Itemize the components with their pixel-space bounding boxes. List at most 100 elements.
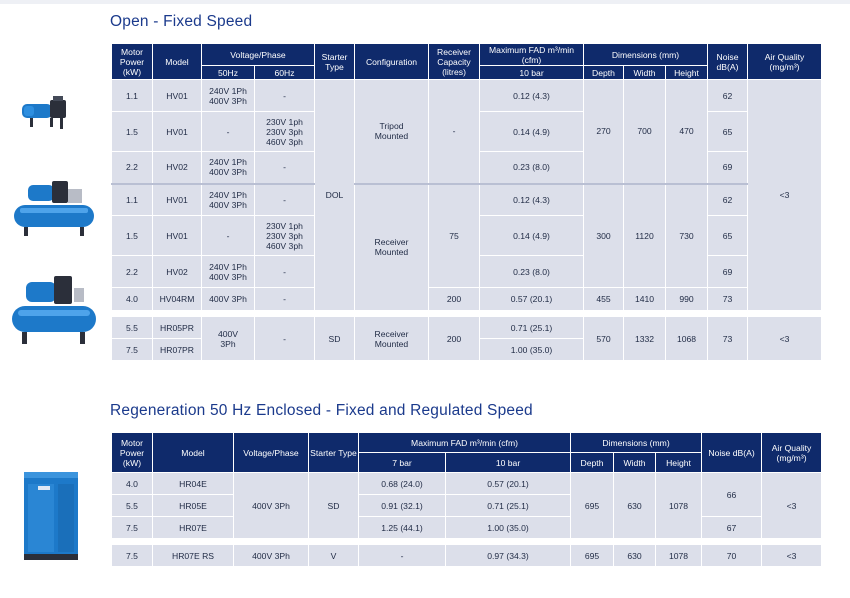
cell-configuration: Receiver Mounted <box>354 182 429 311</box>
cell-receiver-capacity: - <box>428 79 480 184</box>
cell-motor-power: 5.5 <box>111 316 153 339</box>
cell-fad-7bar: 0.91 (32.1) <box>358 494 446 517</box>
cell-fad-7bar: 0.68 (24.0) <box>358 472 446 495</box>
cell-motor-power: 7.5 <box>111 338 153 361</box>
cell-motor-power: 1.5 <box>111 111 153 152</box>
cell-noise: 62 <box>707 79 749 112</box>
cell-motor-power: 5.5 <box>111 494 153 517</box>
cell-noise: 65 <box>707 215 749 256</box>
cell-motor-power: 1.5 <box>111 215 153 256</box>
cell-model: HV01 <box>152 79 202 112</box>
cell-depth: 695 <box>570 544 615 567</box>
open-fixed-speed-table: Motor Power (kW) Model Voltage/Phase Sta… <box>110 43 823 361</box>
header-starter-type: Starter Type <box>314 43 355 80</box>
cell-motor-power: 7.5 <box>111 516 153 539</box>
cell-noise: 65 <box>707 111 749 152</box>
cell-motor-power: 2.2 <box>111 255 153 288</box>
cell-fad-10bar: 0.23 (8.0) <box>479 255 584 288</box>
cell-voltage-60hz: 230V 1ph 230V 3ph 460V 3ph <box>254 111 315 152</box>
table-row: 7.5 HR07E 1.25 (44.1) 1.00 (35.0) 67 <box>111 516 822 539</box>
cell-width: 1120 <box>623 182 666 288</box>
cell-air-quality: <3 <box>761 544 823 567</box>
header-voltage-phase: Voltage/Phase <box>233 432 309 473</box>
section-title-open-fixed-speed: Open - Fixed Speed <box>110 13 253 30</box>
table-row: 2.2 HV02 240V 1Ph 400V 3Ph - 0.23 (8.0) … <box>111 255 822 288</box>
cell-depth: 300 <box>583 182 624 288</box>
cell-fad-10bar: 0.57 (20.1) <box>444 472 572 495</box>
cell-voltage-50hz: 400V 3Ph <box>201 316 255 361</box>
header-max-fad: Maximum FAD m³/min (cfm) <box>357 432 572 453</box>
header-noise: Noise dB(A) <box>707 43 749 80</box>
cell-model: HR04E <box>152 472 234 495</box>
header-depth: Depth <box>583 65 624 80</box>
cell-voltage-50hz: - <box>201 215 255 256</box>
cell-air-quality: <3 <box>747 79 823 311</box>
header-model: Model <box>152 43 202 80</box>
cell-noise: 70 <box>701 544 763 567</box>
cell-voltage-60hz: - <box>254 255 315 288</box>
cell-voltage-50hz: 400V 3Ph <box>201 287 255 311</box>
header-10-bar: 10 bar <box>479 65 584 80</box>
top-divider <box>0 0 850 4</box>
cell-receiver-capacity: 75 <box>428 182 480 288</box>
cell-voltage-60hz: - <box>254 182 315 216</box>
cell-fad-10bar: 0.14 (4.9) <box>479 111 584 152</box>
cell-noise: 66 <box>701 472 763 517</box>
cell-model: HV04RM <box>152 287 202 311</box>
header-model: Model <box>152 432 234 473</box>
cell-voltage-60hz: - <box>254 79 315 112</box>
cell-fad-10bar: 0.71 (25.1) <box>479 316 584 339</box>
cell-model: HV02 <box>152 151 202 184</box>
cell-air-quality: <3 <box>761 472 823 539</box>
cell-receiver-capacity: 200 <box>428 316 480 361</box>
cell-model: HV02 <box>152 255 202 288</box>
table-row: 5.5 HR05PR 400V 3Ph - SD Receiver Mounte… <box>111 316 823 361</box>
cell-noise: 73 <box>707 316 749 361</box>
header-dimensions: Dimensions (mm) <box>570 432 703 453</box>
cell-configuration: Tripod Mounted <box>354 79 429 184</box>
header-7-bar: 7 bar <box>358 452 446 473</box>
cell-voltage-60hz: - <box>254 316 315 361</box>
header-depth: Depth <box>570 452 615 473</box>
cell-width: 1410 <box>623 287 666 311</box>
header-voltage-phase: Voltage/Phase <box>201 43 315 66</box>
cell-noise: 62 <box>707 182 749 216</box>
cell-motor-power: 7.5 <box>111 544 153 567</box>
header-60hz: 60Hz <box>254 65 315 80</box>
cell-voltage-50hz: 240V 1Ph 400V 3Ph <box>201 151 255 184</box>
header-max-fad: Maximum FAD m³/min (cfm) <box>479 43 584 66</box>
cell-depth: 455 <box>583 287 624 311</box>
enclosed-compressor-image <box>24 472 78 560</box>
header-width: Width <box>623 65 666 80</box>
table-row: 1.1 HV01 240V 1Ph 400V 3Ph - DOL Tripod … <box>111 79 823 311</box>
cell-receiver-capacity: 200 <box>428 287 480 311</box>
header-10-bar: 10 bar <box>444 452 572 473</box>
header-height: Height <box>655 452 703 473</box>
cell-depth: 570 <box>583 316 624 361</box>
cell-width: 1332 <box>623 316 666 361</box>
cell-motor-power: 2.2 <box>111 151 153 184</box>
cell-width: 630 <box>613 544 657 567</box>
cell-noise: 73 <box>707 287 749 311</box>
header-receiver-capacity: Receiver Capacity (litres) <box>428 43 480 80</box>
header-noise: Noise dB(A) <box>701 432 763 473</box>
cell-fad-10bar: 1.00 (35.0) <box>479 338 584 361</box>
header-configuration: Configuration <box>354 43 429 80</box>
header-air-quality: Air Quality (mg/m³) <box>761 432 823 473</box>
cell-depth: 270 <box>583 79 624 184</box>
cell-voltage-50hz: 240V 1Ph 400V 3Ph <box>201 79 255 112</box>
table-row: 1.5 HV01 - 230V 1ph 230V 3ph 460V 3ph 0.… <box>111 215 822 256</box>
cell-noise: 67 <box>701 516 763 539</box>
cell-fad-10bar: 0.14 (4.9) <box>479 215 584 256</box>
cell-voltage-50hz: 240V 1Ph 400V 3Ph <box>201 182 255 216</box>
cell-fad-10bar: 0.97 (34.3) <box>444 544 572 567</box>
table-row: 4.0 HV04RM 400V 3Ph - 200 0.57 (20.1) 45… <box>111 287 822 311</box>
cell-height: 1068 <box>664 316 709 361</box>
cell-fad-10bar: 0.57 (20.1) <box>479 287 584 311</box>
cell-model: HV01 <box>152 182 202 216</box>
table-row: 7.5 HR07PR 1.00 (35.0) <box>111 338 822 361</box>
cell-noise: 69 <box>707 255 749 288</box>
cell-fad-10bar: 0.12 (4.3) <box>479 79 584 112</box>
cell-starter-type: V <box>308 544 359 567</box>
header-dimensions: Dimensions (mm) <box>582 43 709 66</box>
